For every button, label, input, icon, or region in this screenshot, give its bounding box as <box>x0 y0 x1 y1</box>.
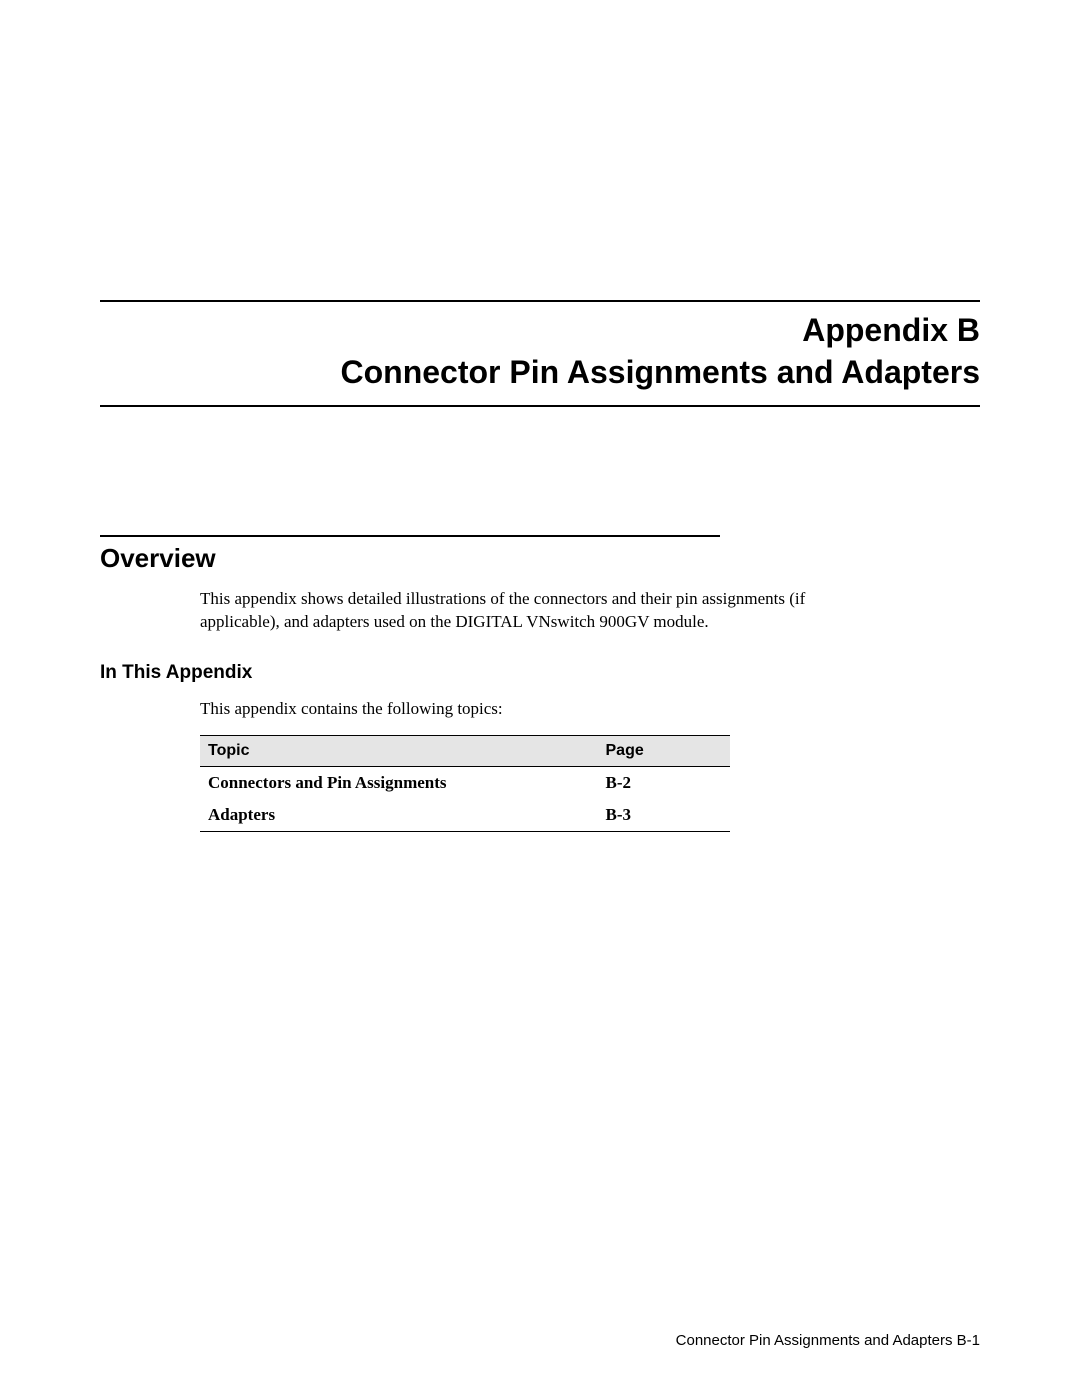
overview-heading: Overview <box>100 543 980 574</box>
toc-row: Connectors and Pin Assignments B-2 <box>200 767 730 800</box>
appendix-label: Appendix B <box>100 310 980 352</box>
toc-header-row: Topic Page <box>200 736 730 767</box>
toc-cell-topic: Adapters <box>200 799 598 832</box>
page-footer: Connector Pin Assignments and Adapters B… <box>676 1332 980 1349</box>
section-rule <box>100 535 720 537</box>
appendix-title: Connector Pin Assignments and Adapters <box>100 352 980 394</box>
page: Appendix B Connector Pin Assignments and… <box>0 0 1080 832</box>
title-block: Appendix B Connector Pin Assignments and… <box>100 300 980 407</box>
toc-cell-topic: Connectors and Pin Assignments <box>200 767 598 800</box>
toc-cell-page: B-2 <box>598 767 731 800</box>
toc-header-topic: Topic <box>200 736 598 767</box>
toc-cell-page: B-3 <box>598 799 731 832</box>
toc-header-page: Page <box>598 736 731 767</box>
overview-body: This appendix shows detailed illustratio… <box>200 588 850 634</box>
in-this-appendix-intro: This appendix contains the following top… <box>200 698 850 721</box>
toc-row: Adapters B-3 <box>200 799 730 832</box>
in-this-appendix-heading: In This Appendix <box>100 662 980 684</box>
toc-table: Topic Page Connectors and Pin Assignment… <box>200 735 730 832</box>
